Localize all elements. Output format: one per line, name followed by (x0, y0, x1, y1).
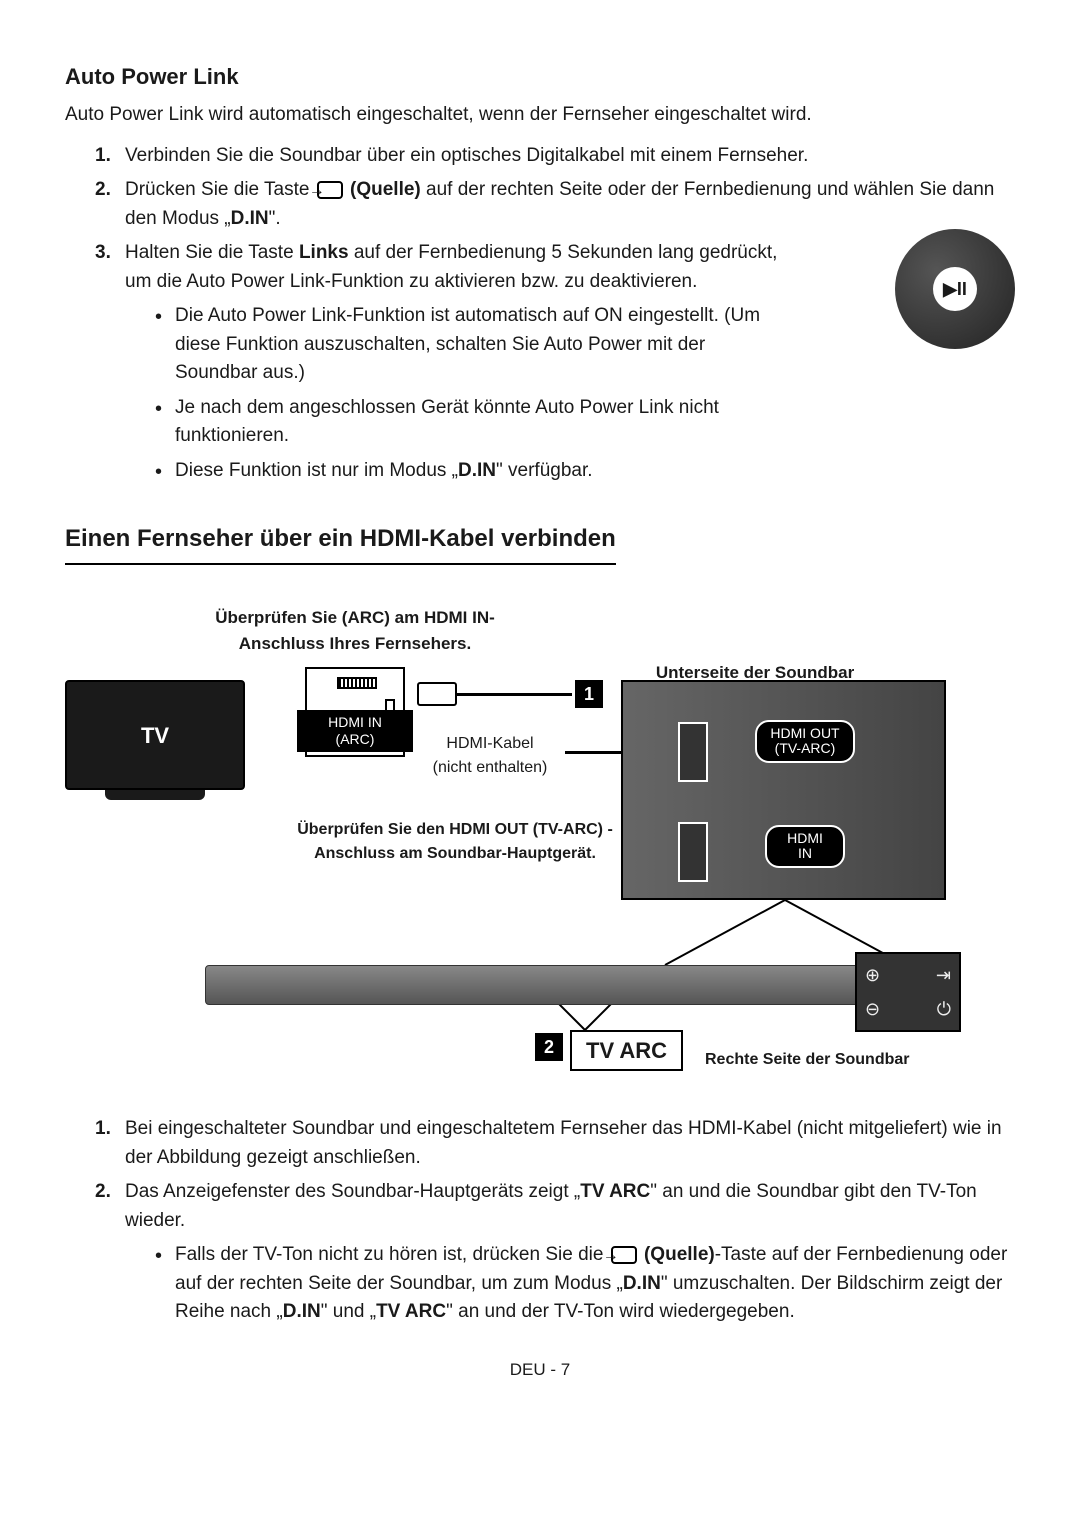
list-item: ▶II 3. Halten Sie die Taste Links auf de… (95, 239, 1015, 485)
step3-text-a: Halten Sie die Taste (125, 242, 299, 263)
right-side-caption: Rechte Seite der Soundbar (705, 1048, 910, 1072)
step-1-badge: 1 (575, 680, 603, 708)
auto-power-intro: Auto Power Link wird automatisch eingesc… (65, 101, 1015, 130)
soundbar-illustration (205, 965, 905, 1005)
hdmi-step1-text: Bei eingeschalteter Soundbar und eingesc… (125, 1118, 1002, 1168)
hdmi-section-title: Einen Fernseher über ein HDMI-Kabel verb… (65, 521, 616, 565)
list-item: 1. Verbinden Sie die Soundbar über ein o… (95, 142, 1015, 171)
soundbar-right-buttons: ⊕ ⇥ ⊖ ⏻ (855, 952, 961, 1032)
remote-illustration: ▶II (895, 229, 1015, 349)
source-button-icon: ⇥ (936, 962, 951, 989)
auto-power-bullets: Die Auto Power Link-Funktion ist automat… (125, 302, 785, 485)
caption-check-arc: Überprüfen Sie (ARC) am HDMI IN-Anschlus… (185, 605, 525, 656)
source-icon (611, 1246, 637, 1264)
step-2-badge: 2 (535, 1033, 563, 1061)
step2-text-a: Drücken Sie die Taste (125, 179, 315, 200)
tv-stand (105, 790, 205, 800)
play-pause-icon: ▶II (933, 267, 977, 311)
auto-power-steps: 1. Verbinden Sie die Soundbar über ein o… (65, 142, 1015, 486)
bullet-item: Je nach dem angeschlossen Gerät könnte A… (155, 394, 785, 451)
hdmi-out-label: HDMI OUT (TV-ARC) (755, 720, 855, 763)
auto-power-title: Auto Power Link (65, 60, 1015, 93)
plus-icon: ⊕ (865, 962, 880, 989)
page-footer: DEU - 7 (65, 1357, 1015, 1383)
power-icon: ⏻ (937, 996, 951, 1023)
check-hdmi-out-caption: Überprüfen Sie den HDMI OUT (TV-ARC) -An… (295, 818, 615, 866)
hdmi-steps-list: 1. Bei eingeschalteter Soundbar und eing… (65, 1115, 1015, 1327)
hdmi-in-label: HDMI IN (765, 825, 845, 868)
hdmi-cable-label: HDMI-Kabel (nicht enthalten) (420, 732, 560, 780)
tv-arc-display: TV ARC (570, 1030, 683, 1071)
list-item: 2. Drücken Sie die Taste (Quelle) auf de… (95, 176, 1015, 233)
bullet-item: Diese Funktion ist nur im Modus „D.IN" v… (155, 457, 785, 486)
step2-text-b: (Quelle) (345, 179, 421, 200)
tv-illustration: TV (65, 680, 245, 790)
step2-text-d: D.IN (231, 208, 269, 229)
hdmi-sub-bullets: Falls der TV-Ton nicht zu hören ist, drü… (125, 1241, 1015, 1327)
hdmi-diagram: Überprüfen Sie (ARC) am HDMI IN-Anschlus… (65, 605, 1015, 1085)
minus-icon: ⊖ (865, 996, 880, 1023)
list-item: 2. Das Anzeigefenster des Soundbar-Haupt… (95, 1178, 1015, 1327)
source-icon (317, 181, 343, 199)
hdmi-in-port-icon (678, 822, 708, 882)
bullet-item: Die Auto Power Link-Funktion ist automat… (155, 302, 785, 388)
hdmi-in-arc-label: HDMI IN (ARC) (297, 710, 413, 752)
step1-text: Verbinden Sie die Soundbar über ein opti… (125, 145, 808, 166)
bullet-item: Falls der TV-Ton nicht zu hören ist, drü… (155, 1241, 1015, 1327)
step3-text-b: Links (299, 242, 349, 263)
step2-text-e: ". (269, 208, 281, 229)
hdmi-out-port-icon (678, 722, 708, 782)
hdmi-connector-icon (417, 682, 457, 706)
list-item: 1. Bei eingeschalteter Soundbar und eing… (95, 1115, 1015, 1172)
